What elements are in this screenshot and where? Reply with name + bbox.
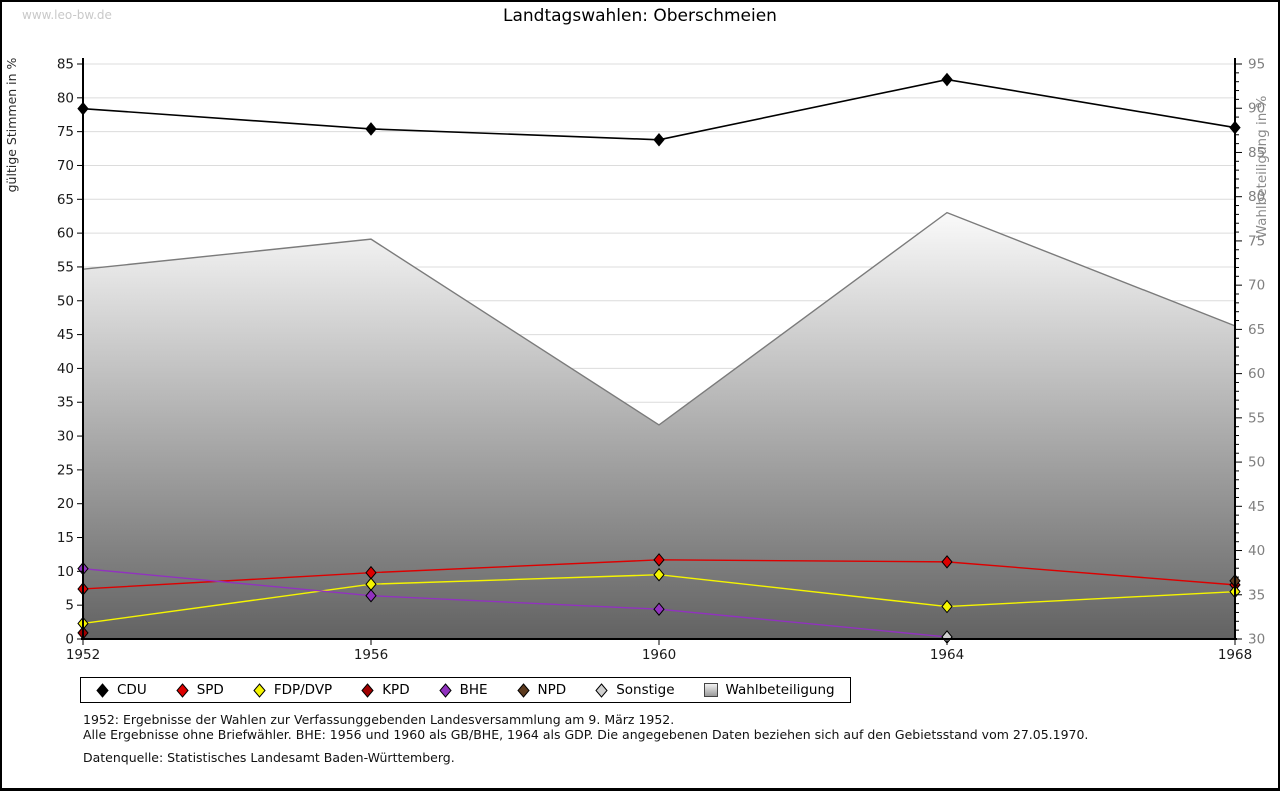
- legend: CDU SPD FDP/DVP KPD BHE NPD Sonstige Wahlbeteil…: [80, 677, 851, 703]
- legend-marker-diamond: [516, 682, 530, 698]
- right-axis-tick-label: 90: [1248, 101, 1265, 117]
- legend-label: BHE: [459, 682, 488, 698]
- left-axis-title: gültige Stimmen in %: [4, 57, 19, 192]
- footnote-method: Alle Ergebnisse ohne Briefwähler. BHE: 1…: [83, 727, 1089, 742]
- left-axis-tick-label: 50: [57, 293, 74, 309]
- left-axis-tick-label: 70: [57, 158, 74, 174]
- data-point-fdp/dvp: [941, 599, 953, 614]
- right-axis-tick-label: 40: [1248, 543, 1265, 559]
- data-point-spd: [941, 555, 953, 569]
- data-point-cdu: [941, 72, 953, 87]
- legend-label: FDP/DVP: [273, 682, 333, 698]
- legend-item-sonstige: Sonstige: [595, 682, 675, 698]
- right-axis-title: Wahlbeteiligung in %: [1254, 95, 1270, 238]
- left-axis-tick-label: 65: [57, 192, 74, 208]
- legend-label: CDU: [117, 682, 147, 698]
- right-axis-tick-label: 55: [1248, 410, 1265, 426]
- left-axis-tick-label: 55: [57, 259, 74, 275]
- left-axis-tick-label: 25: [57, 462, 74, 478]
- left-axis-tick-label: 10: [57, 564, 74, 580]
- right-axis-tick-label: 30: [1248, 632, 1265, 648]
- x-axis-tick-label: 1952: [66, 647, 100, 663]
- legend-label: NPD: [537, 682, 567, 698]
- left-axis-tick-label: 40: [57, 361, 74, 377]
- data-source: Datenquelle: Statistisches Landesamt Bad…: [83, 750, 455, 765]
- left-axis-tick-label: 45: [57, 327, 74, 343]
- x-axis-tick-label: 1964: [930, 647, 964, 663]
- left-axis-tick-label: 85: [57, 57, 74, 73]
- data-point-bhe: [365, 588, 377, 603]
- data-point-bhe: [653, 602, 665, 617]
- legend-marker-square: [703, 683, 718, 697]
- right-axis-tick-label: 65: [1248, 322, 1265, 338]
- right-axis-tick-label: 45: [1248, 499, 1265, 515]
- right-axis-tick-label: 85: [1248, 145, 1265, 161]
- left-axis-tick-label: 35: [57, 395, 74, 411]
- chart-title: Landtagswahlen: Oberschmeien: [503, 6, 777, 26]
- legend-marker-diamond: [253, 682, 266, 698]
- left-axis-tick-label: 80: [57, 90, 74, 106]
- data-point-cdu: [365, 122, 377, 136]
- legend-label: Sonstige: [616, 682, 675, 698]
- legend-item-bhe: BHE: [438, 682, 488, 698]
- data-point-cdu: [653, 132, 665, 147]
- left-axis-tick-label: 30: [57, 429, 74, 445]
- series-line-bhe: [82, 567, 948, 638]
- right-axis-tick-label: 35: [1248, 587, 1265, 603]
- left-axis-tick-label: 5: [65, 598, 74, 614]
- left-axis-tick-label: 15: [57, 530, 74, 546]
- legend-item-spd: SPD: [176, 682, 224, 698]
- data-point-spd: [653, 553, 665, 567]
- right-axis-tick-label: 75: [1248, 233, 1265, 249]
- right-axis-tick-label: 80: [1248, 189, 1265, 205]
- series-line-cdu: [82, 78, 1236, 141]
- x-axis-tick-label: 1968: [1218, 647, 1252, 663]
- left-axis-tick-label: 20: [57, 496, 74, 512]
- legend-label: Wahlbeteiligung: [725, 682, 835, 698]
- legend-marker-diamond: [595, 682, 608, 698]
- legend-item-fdp-dvp: FDP/DVP: [253, 682, 332, 698]
- right-axis-tick-label: 50: [1248, 455, 1265, 471]
- area-edge-wahlbeteiligung: [82, 211, 1236, 426]
- legend-label: KPD: [382, 682, 410, 698]
- left-axis-tick-label: 0: [65, 632, 74, 648]
- area-wahlbeteiligung: [83, 212, 1235, 639]
- legend-marker-diamond: [438, 682, 452, 698]
- left-axis-tick-label: 75: [57, 124, 74, 140]
- legend-marker-diamond: [361, 682, 374, 698]
- legend-marker-diamond: [96, 682, 109, 698]
- legend-label: SPD: [196, 682, 224, 698]
- legend-item-wahlbeteiligung: Wahlbeteiligung: [703, 682, 835, 698]
- legend-item-npd: NPD: [516, 682, 567, 698]
- right-axis-tick-label: 60: [1248, 366, 1265, 382]
- data-point-fdp/dvp: [653, 567, 665, 582]
- legend-marker-diamond: [176, 682, 189, 698]
- legend-item-cdu: CDU: [96, 682, 147, 698]
- left-axis-tick-label: 60: [57, 226, 74, 242]
- x-axis-tick-label: 1960: [642, 647, 676, 663]
- right-axis-tick-label: 70: [1248, 278, 1265, 294]
- legend-item-kpd: KPD: [361, 682, 410, 698]
- footnote-1952: 1952: Ergebnisse der Wahlen zur Verfassu…: [83, 712, 675, 727]
- right-axis-tick-label: 95: [1248, 57, 1265, 73]
- watermark: www.leo-bw.de: [22, 8, 112, 22]
- x-axis-tick-label: 1956: [354, 647, 388, 663]
